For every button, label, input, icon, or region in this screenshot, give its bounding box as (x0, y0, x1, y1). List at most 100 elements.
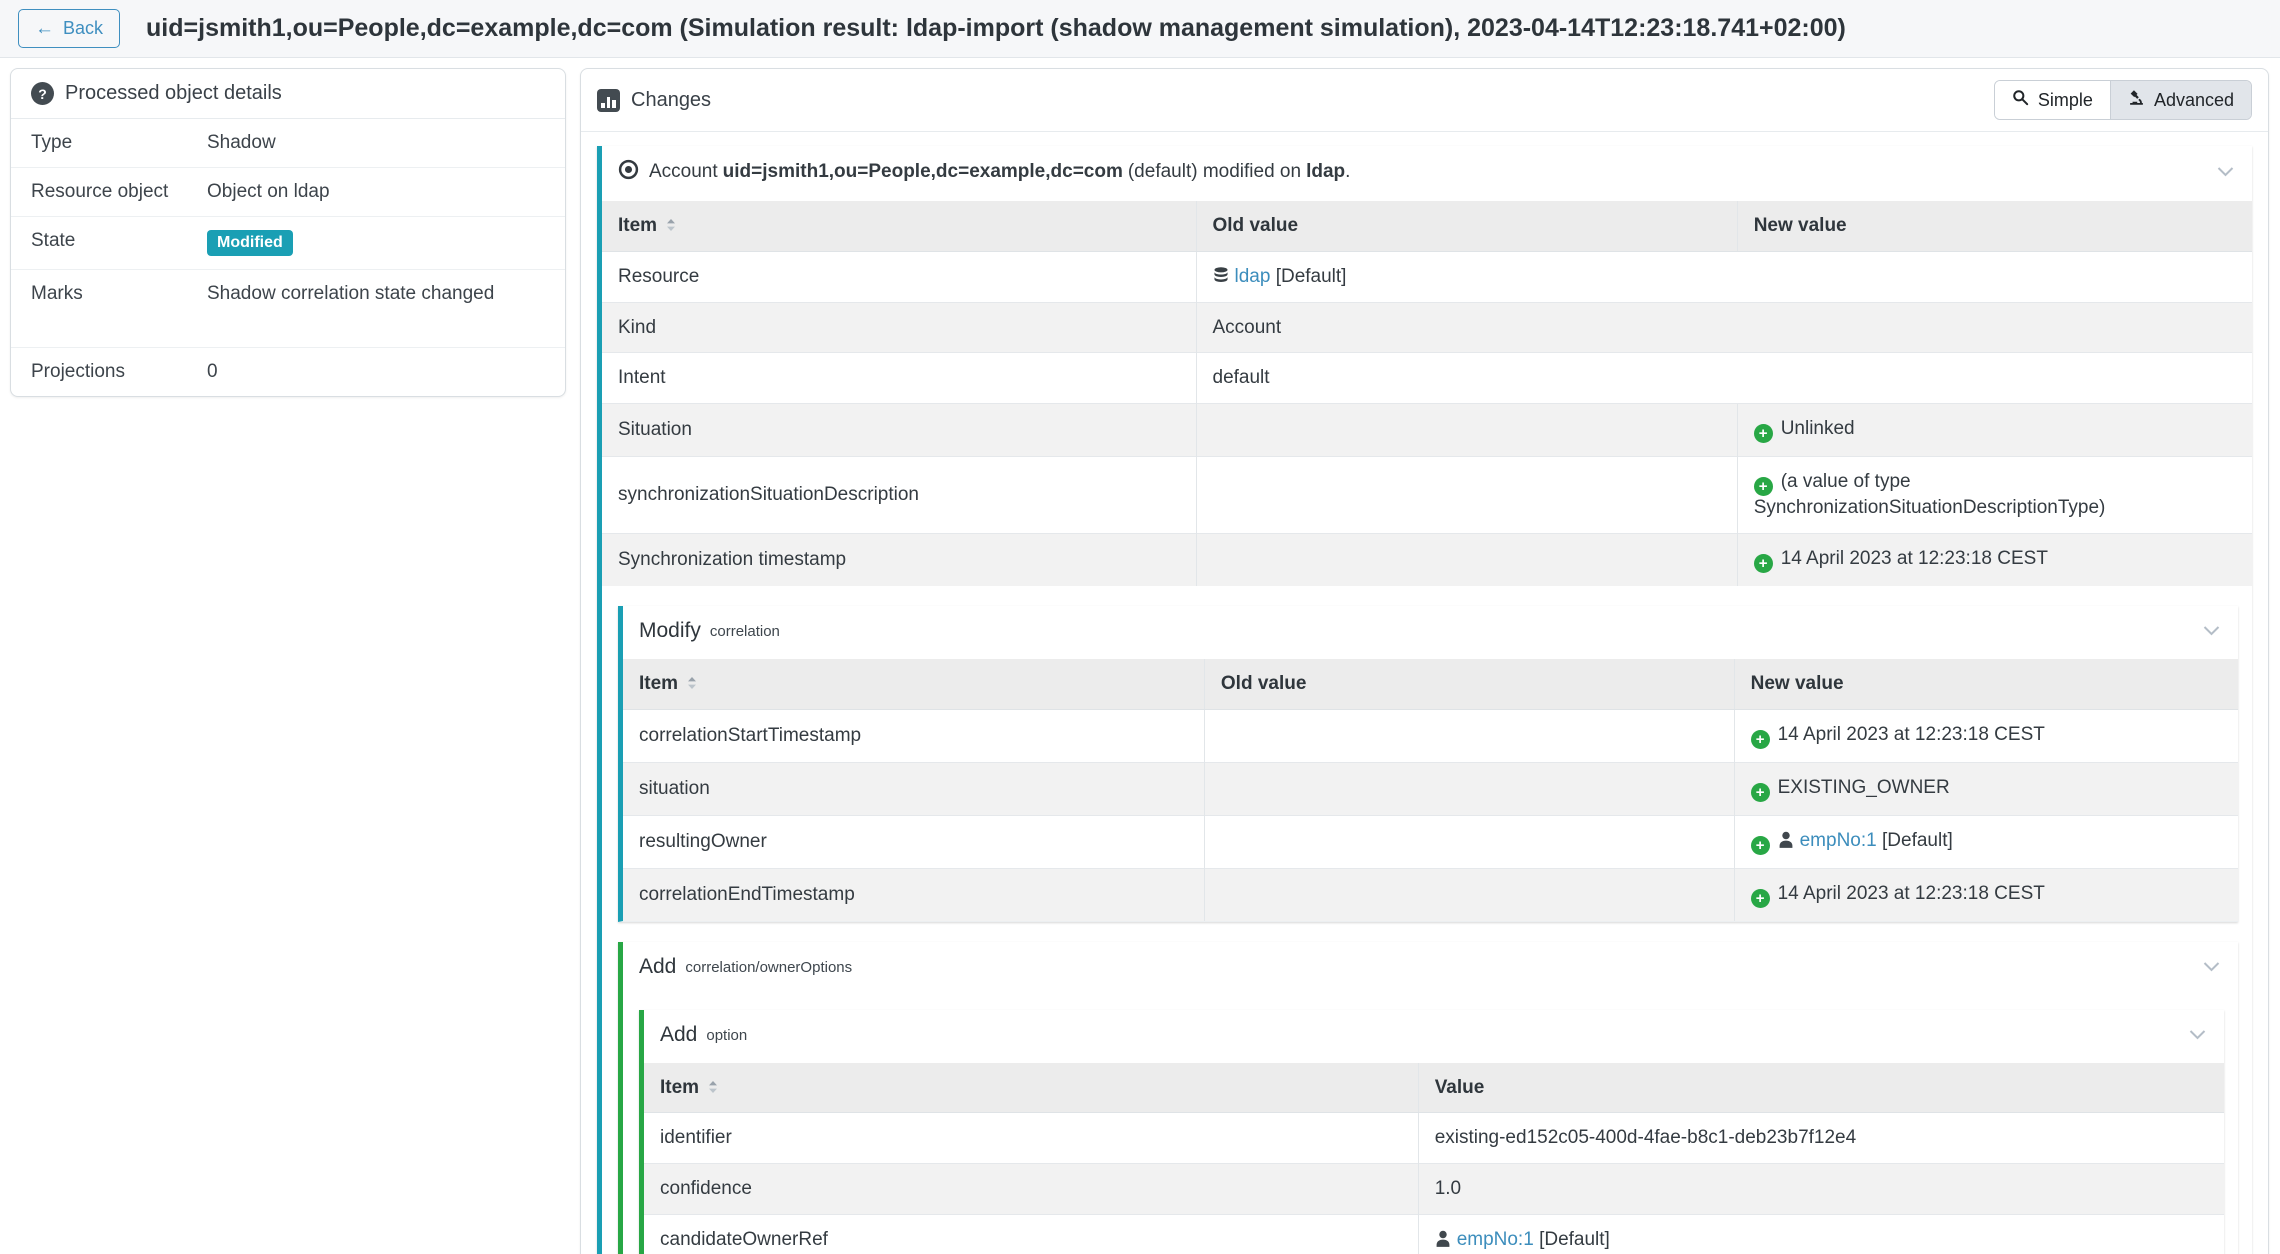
value-text: default (1212, 367, 1270, 389)
sort-icon[interactable] (686, 676, 698, 690)
add-owner-options-header[interactable]: Add correlation/ownerOptions (623, 942, 2238, 992)
new-value-cell: +14 April 2023 at 12:23:18 CEST (1733, 867, 2238, 921)
added-value-plus-icon: + (1750, 888, 1770, 908)
table-row: Situation + Unlinked (602, 403, 2252, 457)
column-header-label: New value (1750, 672, 1844, 694)
item-cell: candidateOwnerRef (644, 1213, 1419, 1254)
page-title: uid=jsmith1,ou=People,dc=example,dc=com … (146, 14, 1846, 42)
detail-row-marks: Marks Shadow correlation state changed (11, 269, 565, 347)
column-header-label: Item (618, 215, 658, 236)
item-cell: Situation (602, 403, 1196, 457)
column-header-label: Old value (1220, 672, 1307, 694)
item-cell: Synchronization timestamp (602, 532, 1196, 586)
table-row: candidateOwnerRef empNo:1 [Default] (644, 1213, 2224, 1254)
value-cell: Account (1195, 301, 2252, 353)
value-text: existing-ed152c05-400d-4fae-b8c1-deb23b7… (1434, 1127, 1857, 1149)
database-icon (1213, 266, 1228, 282)
column-header-label: Value (1434, 1076, 1485, 1098)
column-header: Old value (1195, 201, 1738, 252)
user-icon (1779, 831, 1793, 848)
table-row: Resource ldap [Default] (602, 250, 2252, 302)
item-cell: resultingOwner (623, 814, 1205, 868)
object-link[interactable]: empNo:1 (1456, 1228, 1534, 1250)
column-header: New value (1736, 201, 2252, 252)
item-cell: situation (623, 761, 1205, 815)
item-cell: Intent (602, 352, 1196, 404)
table-row: resultingOwner + empNo:1 [Default] (623, 814, 2238, 868)
sort-icon[interactable] (665, 218, 677, 232)
detail-row-resource-object: Resource object Object on ldap (11, 167, 565, 216)
added-value-plus-icon: + (1753, 424, 1773, 443)
column-header: Item (644, 1062, 1419, 1114)
chevron-down-icon[interactable] (2203, 961, 2220, 972)
back-button[interactable]: ← Back (18, 9, 121, 48)
microscope-icon (2128, 89, 2145, 111)
column-header: Item (602, 201, 1196, 252)
table-row: situation + EXISTING_OWNER (623, 761, 2238, 815)
detail-label: State (31, 230, 76, 251)
object-link[interactable]: ldap (1234, 265, 1271, 287)
table-row: correlationEndTimestamp +14 April 2023 at… (623, 867, 2238, 921)
column-header-label: Item (660, 1076, 700, 1098)
item-cell: correlationEndTimestamp (623, 867, 1205, 921)
old-value-cell (1203, 814, 1735, 868)
item-cell: synchronizationSituationDescription (602, 456, 1196, 534)
account-delta-header[interactable]: Account uid=jsmith1,ou=People,dc=example,… (602, 146, 2252, 198)
back-button-label: Back (63, 18, 104, 38)
section-action: Modify (639, 618, 701, 642)
chevron-down-icon[interactable] (2203, 626, 2220, 636)
chevron-down-icon[interactable] (2189, 1029, 2206, 1040)
detail-value: Shadow (207, 132, 276, 153)
new-value-cell: + (a value of type SynchronizationSituati… (1736, 456, 2252, 534)
new-value-cell: + Unlinked (1736, 403, 2252, 457)
chevron-down-icon[interactable] (2217, 167, 2234, 177)
value-text: 1.0 (1434, 1178, 1462, 1199)
changes-title: Changes (597, 88, 712, 112)
table-row: correlationStartTimestamp +14 April 2023 … (623, 708, 2238, 762)
changes-title-label: Changes (631, 88, 712, 111)
added-value-plus-icon: + (1750, 782, 1770, 802)
account-dn: uid=jsmith1,ou=People,dc=example,dc=com (722, 161, 1123, 182)
section-path: option (706, 1027, 748, 1044)
new-value-cell: +14 April 2023 at 12:23:18 CEST (1736, 532, 2252, 586)
bar-chart-icon (597, 88, 620, 112)
value-cell: empNo:1 [Default] (1417, 1213, 2224, 1254)
simple-view-button[interactable]: Simple (1994, 81, 2110, 119)
advanced-view-button[interactable]: Advanced (2109, 81, 2251, 119)
details-card-title: Processed object details (65, 82, 282, 104)
value-cell: existing-ed152c05-400d-4fae-b8c1-deb23b7… (1417, 1112, 2224, 1164)
details-card-header: ? Processed object details (11, 69, 565, 119)
resource-name: ldap (1306, 161, 1346, 182)
content: ? Processed object details Type Shadow R… (0, 58, 2280, 1254)
back-arrow-icon: ← (35, 18, 54, 39)
modify-correlation-header[interactable]: Modify correlation (623, 606, 2238, 656)
added-value-plus-icon: + (1750, 729, 1770, 749)
account-delta-section: Account uid=jsmith1,ou=People,dc=example,… (597, 146, 2252, 1254)
object-link[interactable]: empNo:1 (1799, 829, 1877, 851)
column-header: Item (623, 658, 1205, 710)
section-action: Add (639, 954, 677, 978)
detail-label: Marks (31, 283, 83, 304)
detail-row-state: State Modified (11, 216, 565, 269)
item-cell: confidence (644, 1163, 1419, 1215)
add-owner-options-section: Add correlation/ownerOptions Add option (618, 941, 2238, 1254)
old-value-cell (1203, 867, 1735, 921)
heading-prefix: Account (649, 161, 718, 182)
section-action: Add (660, 1022, 698, 1046)
changes-card: Changes Simple Advanced (580, 68, 2269, 1254)
heading-middle: (default) modified on (1127, 161, 1302, 182)
item-cell: correlationStartTimestamp (623, 708, 1205, 762)
detail-row-projections: Projections 0 (11, 347, 565, 396)
value-text: [Default] (1270, 265, 1347, 287)
account-changes-table: Item Old value New value Resource ldap [Defa… (602, 201, 2252, 586)
added-value-plus-icon: + (1753, 553, 1773, 573)
sort-icon[interactable] (707, 1080, 719, 1094)
user-icon (1436, 1230, 1450, 1247)
table-header-row: Item Old value New value (602, 201, 2252, 252)
old-value-cell (1203, 761, 1735, 815)
add-option-header[interactable]: Add option (644, 1010, 2224, 1060)
modify-correlation-section: Modify correlation Item Old value New valu… (618, 605, 2238, 922)
value-text: EXISTING_OWNER (1777, 776, 1950, 798)
detail-value: 0 (207, 361, 218, 382)
